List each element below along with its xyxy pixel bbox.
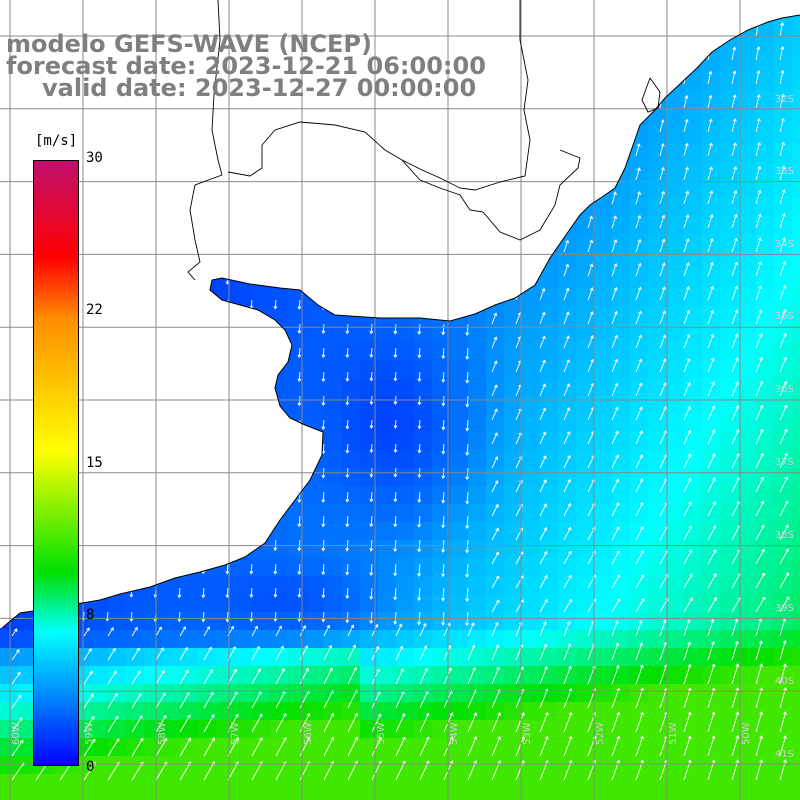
lon-label-51w: 51W (668, 722, 679, 745)
colorbar-tick-22: 22 (86, 302, 103, 318)
lon-label-54w: 54W (449, 722, 460, 745)
forecast-date: forecast date: 2023-12-21 06:00:00 (6, 52, 486, 80)
land-border-2 (227, 0, 531, 191)
lat-label-35s: 35S (774, 311, 794, 322)
lat-label-34s: 34S (774, 239, 794, 250)
lat-label-38s: 38S (774, 530, 794, 541)
lon-label-60w: 60W (11, 722, 22, 745)
lat-label-32s: 32S (774, 94, 794, 105)
colorbar-tick-0: 0 (86, 759, 95, 775)
land-border-4 (641, 77, 661, 113)
lon-label-56w: 56W (303, 722, 314, 745)
lon-label-53w: 53W (522, 722, 533, 745)
land-border-1 (187, 0, 223, 281)
lon-label-50w: 50W (741, 722, 752, 745)
colorbar-tick-30: 30 (86, 150, 103, 166)
lat-label-36s: 36S (774, 384, 794, 395)
lon-label-57w: 57W (230, 722, 241, 745)
lon-label-58w: 58W (157, 722, 168, 745)
colorbar-tick-8: 8 (86, 607, 95, 623)
colorbar (33, 160, 79, 766)
lat-label-41s: 41S (774, 749, 794, 760)
lon-label-52w: 52W (595, 722, 606, 745)
lon-label-55w: 55W (376, 722, 387, 745)
lon-label-59w: 59W (84, 722, 95, 745)
lat-label-37s: 37S (774, 457, 794, 468)
model-title: modelo GEFS-WAVE (NCEP) (6, 30, 372, 58)
lat-label-40s: 40S (774, 676, 794, 687)
coastline (1, 14, 800, 629)
lat-label-33s: 33S (774, 166, 794, 177)
colorbar-tick-15: 15 (86, 455, 103, 471)
valid-date: valid date: 2023-12-27 00:00:00 (42, 74, 477, 102)
land-border-3 (401, 149, 581, 241)
lat-label-39s: 39S (774, 603, 794, 614)
colorbar-unit: [m/s] (35, 133, 78, 149)
